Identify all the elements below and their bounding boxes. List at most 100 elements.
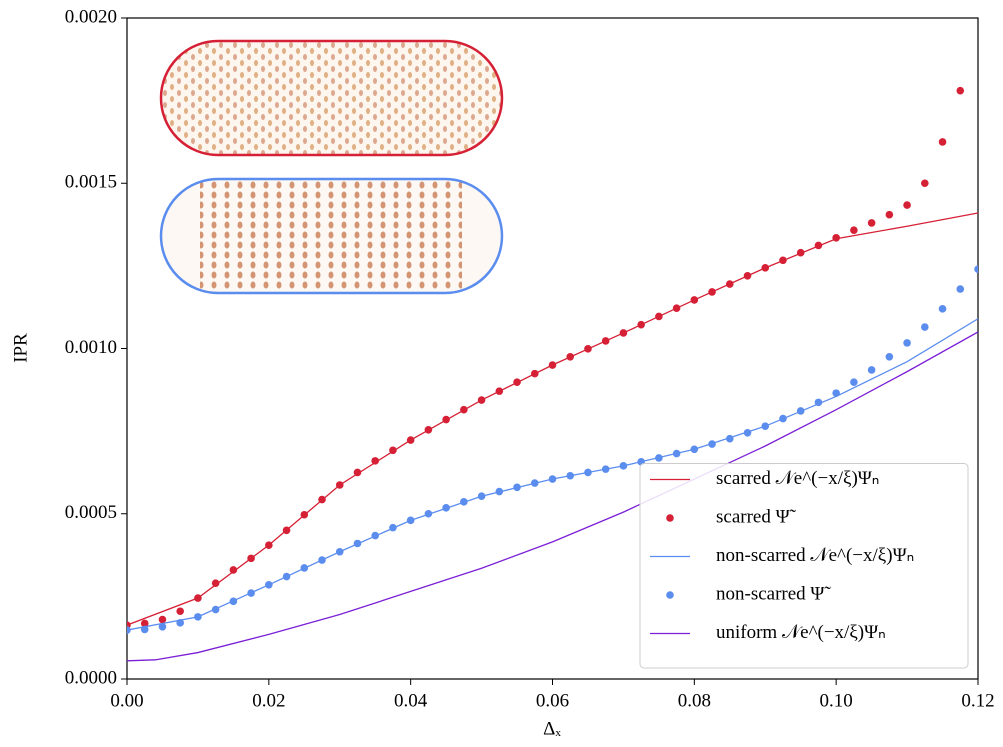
series-dot — [127, 626, 131, 634]
series-dot — [513, 378, 521, 387]
series-dot — [584, 468, 592, 477]
legend-label: scarred 𝒩e^(−x/ξ)Ψₙ — [716, 468, 879, 489]
series-dot — [601, 337, 610, 345]
series-dot — [300, 564, 309, 572]
series-dot — [903, 339, 911, 347]
series-dot — [832, 389, 840, 397]
series-dot — [158, 615, 167, 624]
series-dot — [725, 434, 734, 443]
series-dot — [140, 619, 149, 628]
series-dot — [867, 219, 876, 227]
series-dot — [211, 579, 220, 587]
series-dot — [903, 201, 911, 209]
series-dot — [637, 320, 645, 329]
series-dot — [318, 495, 326, 504]
series-dot — [460, 498, 468, 506]
series-dot — [265, 581, 273, 589]
series-line — [127, 331, 978, 662]
series-dot — [140, 625, 149, 634]
x-tick-label: 0.04 — [394, 690, 428, 711]
series-dot — [371, 457, 380, 465]
series-dot — [796, 407, 805, 415]
series-dot — [814, 241, 823, 250]
series-dot — [584, 345, 592, 353]
series-dot — [406, 516, 415, 525]
series-dot — [956, 86, 965, 95]
x-axis-label: Δₓ — [543, 718, 561, 739]
series-dot — [265, 541, 273, 549]
series-dot — [672, 304, 681, 312]
y-tick-label: 0.0005 — [65, 502, 117, 523]
y-tick-label: 0.0010 — [65, 337, 117, 358]
series-dot — [282, 572, 291, 581]
legend-swatch — [666, 591, 674, 599]
series-dot — [442, 415, 450, 424]
series-dot — [229, 566, 238, 574]
series-dot — [158, 622, 167, 631]
series-dot — [460, 405, 468, 414]
series-dot — [353, 468, 362, 477]
series-dot — [211, 605, 220, 614]
series-dot — [619, 329, 628, 337]
series-dot — [513, 483, 521, 492]
series-dot — [850, 226, 858, 234]
x-tick-label: 0.08 — [678, 690, 711, 711]
legend-label: non-scarred Ψ̃ — [716, 583, 831, 604]
series-dot — [495, 387, 504, 395]
series-dot — [353, 539, 362, 548]
series-dot — [779, 414, 787, 423]
series-dot — [725, 280, 734, 288]
series-dot — [832, 233, 840, 242]
legend-swatch — [666, 514, 674, 522]
series-dot — [389, 523, 397, 532]
series-dot — [655, 454, 663, 462]
series-dot — [921, 179, 929, 188]
legend-box — [639, 463, 969, 669]
series-dot — [690, 296, 699, 304]
series-dot — [956, 285, 965, 293]
series-dot — [974, 265, 978, 273]
series-dot — [477, 492, 486, 501]
series-dot — [548, 361, 557, 369]
x-tick-label: 0.10 — [820, 690, 853, 711]
series-dot — [743, 271, 752, 280]
y-tick-label: 0.0020 — [65, 6, 117, 27]
series-dot — [761, 422, 770, 430]
series-dot — [194, 613, 202, 621]
series-dot — [708, 440, 716, 448]
series-dot — [530, 479, 539, 487]
series-dot — [424, 509, 433, 518]
series-dot — [921, 323, 929, 331]
series-dot — [442, 504, 450, 512]
inset-non-scarred — [159, 177, 504, 295]
series-dot — [247, 554, 255, 563]
x-tick-label: 0.00 — [110, 690, 143, 711]
series-dot — [867, 366, 876, 374]
y-tick-label: 0.0015 — [65, 172, 117, 193]
series-dot — [655, 312, 663, 321]
series-dot — [371, 531, 380, 540]
legend-label: scarred Ψ̃ — [716, 506, 797, 527]
y-axis-label: IPR — [10, 333, 31, 363]
series-dot — [761, 264, 770, 272]
series-dot — [601, 465, 610, 473]
series-dot — [176, 619, 184, 627]
inset-scarred — [159, 39, 504, 157]
series-dot — [796, 248, 805, 257]
series-dot — [282, 526, 291, 535]
series-dot — [938, 138, 947, 146]
series-dot — [619, 462, 628, 470]
legend-label: uniform 𝒩e^(−x/ξ)Ψₙ — [716, 622, 886, 643]
legend: scarred 𝒩e^(−x/ξ)Ψₙ scarred Ψ̃ non-scarred… — [639, 463, 969, 669]
y-tick-label: 0.0000 — [65, 667, 117, 688]
series-dot — [424, 426, 433, 434]
series-dot — [548, 475, 557, 483]
series-dot — [885, 210, 894, 219]
series-dot — [672, 449, 681, 458]
series-dot — [530, 369, 539, 378]
x-tick-label: 0.06 — [536, 690, 569, 711]
series-dot — [335, 547, 344, 556]
series-dot — [335, 481, 344, 489]
series-dot — [406, 436, 415, 444]
series-dot — [566, 471, 575, 480]
